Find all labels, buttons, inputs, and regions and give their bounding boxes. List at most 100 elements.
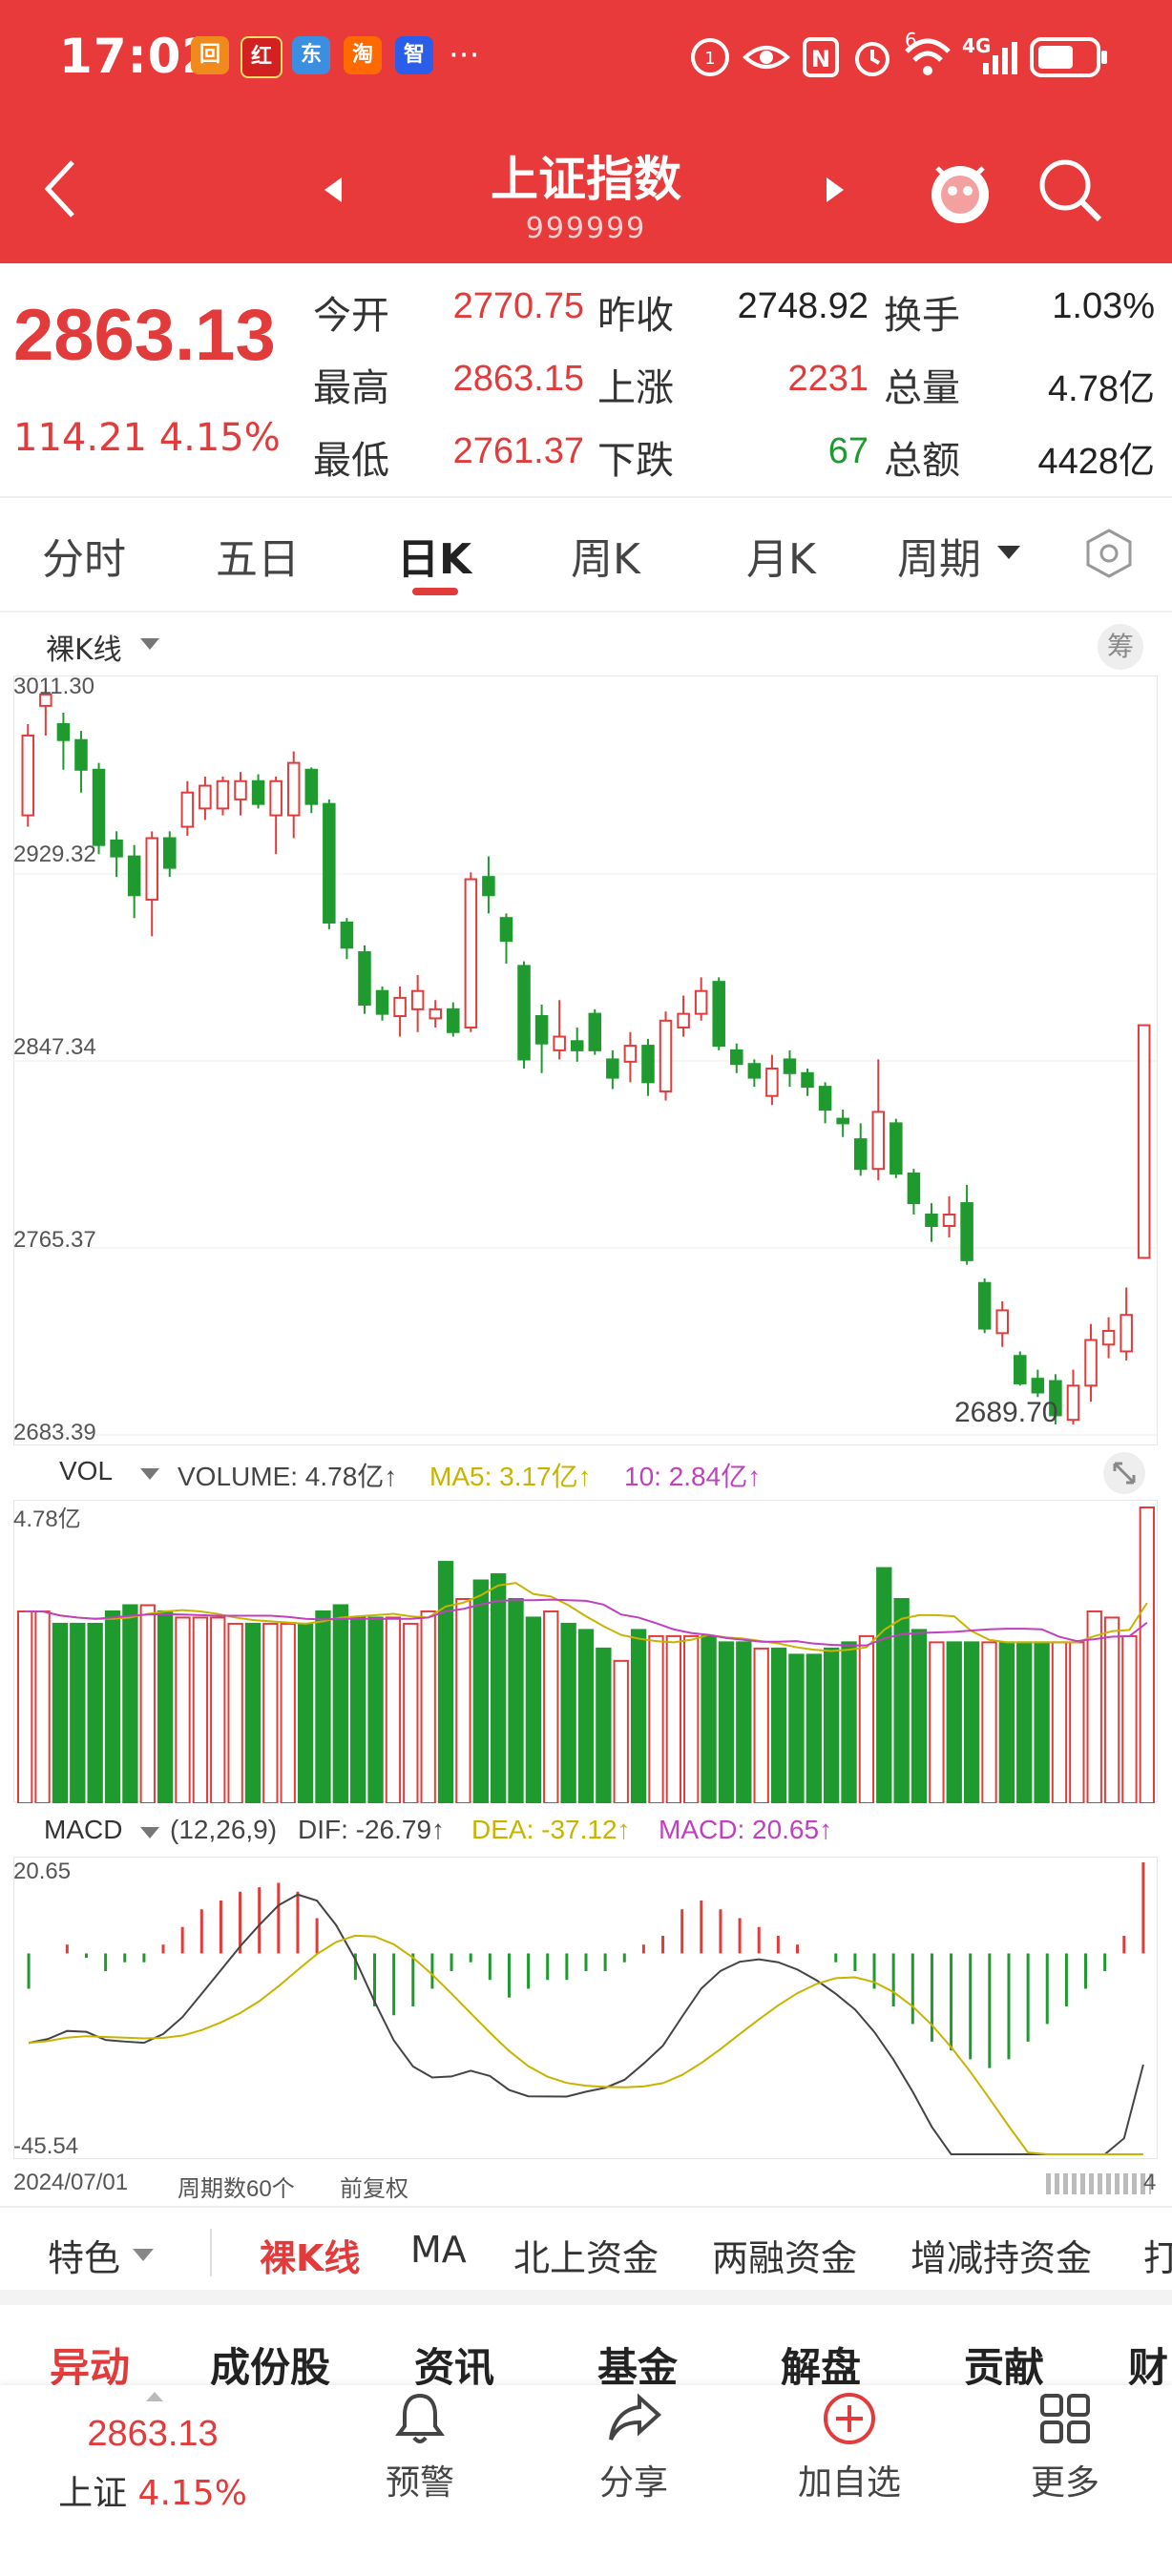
divider: [0, 496, 1172, 498]
high-label: 最高: [313, 366, 389, 410]
nav-more-label: 更多: [1030, 2463, 1099, 2503]
volume-bar: [577, 1629, 595, 1803]
low-value: 2761.37: [452, 431, 584, 471]
volume-bar: [175, 1616, 191, 1803]
nav-alert[interactable]: 预警: [353, 2390, 487, 2504]
volume-label: 总量: [884, 366, 960, 410]
nav-add-watchlist[interactable]: 加自选: [783, 2390, 916, 2504]
network-type: 4G: [962, 34, 992, 57]
volume-bar: [490, 1573, 507, 1803]
indicator-tab-more[interactable]: 打: [1143, 2237, 1172, 2279]
volume-bar: [981, 1641, 997, 1803]
header-bar: 17:02 回 红 东 淘 智 ··· 1 N 6 4G 上证指数 999999: [0, 0, 1172, 263]
nav-quote-info[interactable]: 上证 4.15%: [0, 2465, 305, 2515]
app-icon: 红: [241, 36, 283, 78]
nav-quote-price[interactable]: 2863.13: [87, 2414, 219, 2454]
collapse-up-icon[interactable]: [145, 2391, 164, 2402]
indicator-tab-ma[interactable]: MA: [410, 2229, 467, 2271]
volume-bar: [560, 1622, 576, 1803]
chip-distribution-button[interactable]: 筹: [1098, 624, 1143, 670]
tab-intraday[interactable]: 分时: [42, 535, 126, 584]
indicator-tab-holding[interactable]: 增减持资金: [910, 2237, 1093, 2279]
app-icon: 智: [395, 36, 433, 74]
volume-bar: [210, 1616, 226, 1803]
nav-share[interactable]: 分享: [567, 2390, 701, 2504]
adjust-mode[interactable]: 前复权: [340, 2176, 408, 2202]
macd-top-label: 20.65: [13, 1859, 72, 1884]
chevron-down-icon: [140, 638, 159, 650]
grid-icon: [1040, 2394, 1090, 2443]
content-tab-analysis[interactable]: 解盘: [781, 2344, 862, 2391]
page-indicator: 4: [1143, 2170, 1157, 2195]
volume-bar: [192, 1616, 209, 1803]
open-value: 2770.75: [452, 286, 584, 326]
volume-bar: [630, 1629, 647, 1803]
volume-bar: [1069, 1641, 1085, 1803]
content-tab-news[interactable]: 资讯: [414, 2344, 495, 2391]
mascot-icon[interactable]: [922, 153, 998, 229]
next-stock-icon[interactable]: [823, 176, 846, 204]
content-tab-movement[interactable]: 异动: [50, 2344, 131, 2391]
volume-ma10-line: [25, 1598, 1148, 1647]
volume-bar: [1103, 1616, 1120, 1803]
volume-chart[interactable]: [13, 1500, 1159, 1803]
back-icon[interactable]: [42, 158, 80, 219]
tab-daily-k[interactable]: 日K: [397, 535, 472, 584]
macd-chart[interactable]: [13, 1857, 1159, 2160]
special-tab[interactable]: 特色: [48, 2237, 121, 2279]
candle-body: [447, 1008, 460, 1033]
candle-body: [1066, 1384, 1080, 1422]
candle-body: [801, 1071, 814, 1089]
prev-stock-icon[interactable]: [323, 176, 345, 204]
volume-bar: [420, 1610, 436, 1803]
y-axis-label: 3011.30: [13, 674, 94, 699]
nav-more[interactable]: 更多: [998, 2390, 1132, 2504]
y-axis-label: 2683.39: [13, 1420, 96, 1445]
volume-bar: [596, 1647, 612, 1803]
volume-value: 4.78亿: [1048, 369, 1155, 409]
chevron-down-icon: [997, 546, 1020, 559]
timeline-scroller[interactable]: [1046, 2173, 1151, 2194]
current-price: 2863.13: [13, 295, 276, 376]
volume-bar: [104, 1610, 121, 1803]
candle-body: [925, 1214, 938, 1227]
volume-bar: [297, 1622, 314, 1803]
candle-body: [747, 1063, 762, 1079]
expand-icon[interactable]: [1103, 1452, 1145, 1494]
candle-body: [429, 1008, 442, 1020]
kline-mode-select[interactable]: 裸K线: [46, 634, 122, 667]
candle-body: [199, 784, 212, 810]
bell-icon: [395, 2393, 445, 2443]
content-tab-funds[interactable]: 基金: [597, 2344, 679, 2391]
volume-bar: [367, 1616, 384, 1803]
tab-monthly-k[interactable]: 月K: [746, 535, 816, 584]
page-title: 上证指数: [491, 152, 681, 207]
volume-bar: [70, 1622, 86, 1803]
content-tab-finance[interactable]: 财: [1128, 2344, 1169, 2391]
kline-chart[interactable]: [13, 675, 1159, 1446]
chevron-down-icon: [140, 1827, 159, 1839]
tab-five-day[interactable]: 五日: [216, 535, 300, 584]
candle-body: [889, 1122, 903, 1174]
status-time: 17:02: [59, 29, 217, 84]
period-count: 周期数60个: [178, 2176, 295, 2202]
indicator-tab-margin[interactable]: 两融资金: [712, 2237, 858, 2279]
search-icon[interactable]: [1036, 156, 1103, 225]
app-icon: 回: [191, 36, 229, 74]
candle-body: [110, 839, 123, 858]
indicator-tab-northbound[interactable]: 北上资金: [513, 2237, 659, 2279]
content-tab-constituents[interactable]: 成份股: [210, 2344, 331, 2391]
section-gap: [0, 2290, 1172, 2305]
volume-indicator-name[interactable]: VOL: [59, 1456, 114, 1485]
content-tab-contribution[interactable]: 贡献: [964, 2344, 1045, 2391]
tab-period[interactable]: 周期: [897, 535, 981, 584]
tab-weekly-k[interactable]: 周K: [571, 535, 640, 584]
volume-bar: [280, 1622, 296, 1803]
macd-indicator-name[interactable]: MACD: [44, 1815, 123, 1844]
eye-icon: [743, 46, 790, 69]
volume-bar: [770, 1647, 787, 1803]
volume-bar: [508, 1597, 524, 1803]
settings-hexagon-icon[interactable]: [1082, 527, 1136, 580]
indicator-tab-bare-k[interactable]: 裸K线: [260, 2237, 361, 2279]
volume-top-label: 4.78亿: [13, 1506, 81, 1532]
